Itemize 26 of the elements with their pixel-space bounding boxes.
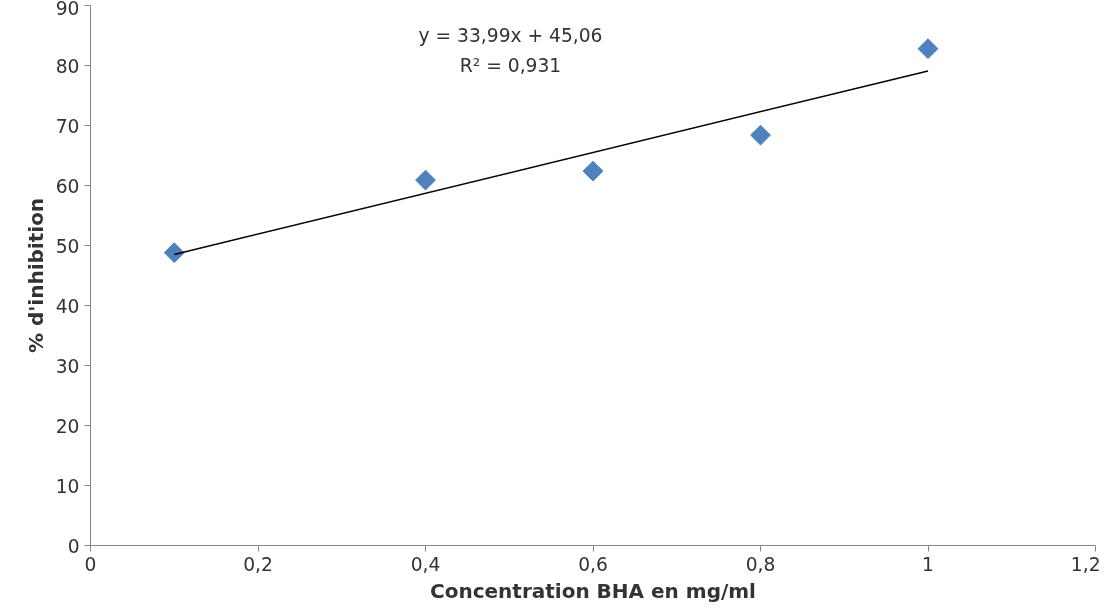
y-tick-label: 60: [55, 175, 80, 197]
y-tick-label: 70: [55, 115, 80, 137]
y-tick-label: 20: [55, 415, 80, 437]
x-axis-title: Concentration BHA en mg/ml: [430, 578, 756, 603]
point: [163, 242, 185, 264]
x-tick-label: 0,4: [410, 553, 441, 575]
x-tick-label: 0,6: [578, 553, 608, 575]
y-tick-label: 30: [55, 355, 80, 377]
y-tick-label: 50: [55, 235, 80, 257]
y-tick-label: 90: [55, 0, 80, 19]
y-tick-label: 40: [55, 295, 80, 317]
point: [415, 169, 436, 191]
x-tick-label: 1: [922, 553, 934, 575]
y-tick-label: 0: [67, 535, 80, 557]
point: [917, 38, 939, 60]
x-tick-label: 0: [84, 553, 97, 575]
x-tick-label: 0,2: [243, 553, 273, 575]
point: [750, 124, 771, 146]
y-axis-title: % d'inhibition: [23, 197, 48, 354]
annotation: y = 33,99x + 45,06: [418, 24, 603, 46]
point: [582, 160, 604, 182]
annotation: R² = 0,931: [459, 54, 562, 76]
y-tick-label: 80: [55, 55, 80, 77]
x-tick-label: 0,8: [745, 553, 776, 575]
x-tick-label: 1,2: [1070, 553, 1101, 575]
y-tick-label: 10: [55, 475, 80, 497]
